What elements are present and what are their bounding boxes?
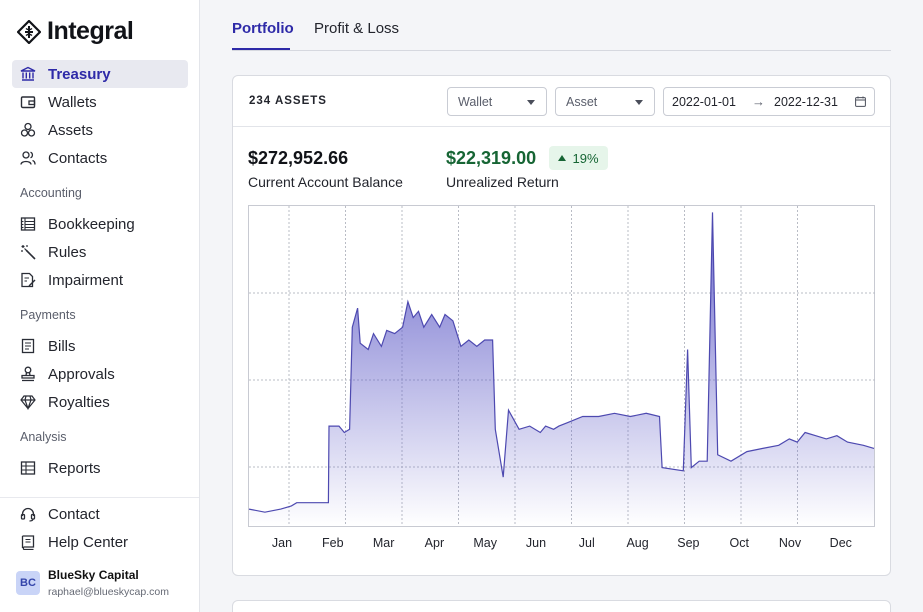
sidebar-item-label: Help Center xyxy=(48,533,129,551)
wallet-select-value: Wallet xyxy=(458,95,493,109)
sidebar-item-approvals[interactable]: Approvals xyxy=(12,360,188,388)
x-tick-label: Mar xyxy=(373,536,395,550)
x-tick-label: Aug xyxy=(626,536,648,550)
sidebar-item-label: Contacts xyxy=(48,149,108,167)
arrow-right-icon: → xyxy=(752,94,765,109)
x-tick-label: Jun xyxy=(526,536,546,550)
portfolio-card: 234 ASSETS Wallet Asset 2022-01-01 → 202… xyxy=(232,75,891,576)
portfolio-area-chart[interactable]: Jan Feb Mar Apr May Jun Jul Aug Sep Oct Nov Dec xyxy=(248,205,876,557)
sidebar-item-label: Assets xyxy=(48,121,94,139)
series-line xyxy=(248,212,875,513)
tab-profit-loss[interactable]: Profit & Loss xyxy=(314,20,400,37)
tab-portfolio[interactable]: Portfolio xyxy=(232,20,294,37)
return-label: Unrealized Return xyxy=(446,174,559,190)
sidebar-item-label: Bookkeeping xyxy=(48,215,135,233)
x-tick-label: Apr xyxy=(425,536,444,550)
sidebar: Integral Treasury Wallets Assets Contact… xyxy=(0,0,200,612)
x-tick-label: Dec xyxy=(830,536,852,550)
sidebar-item-label: Rules xyxy=(48,243,87,261)
x-tick-label: Feb xyxy=(322,536,344,550)
section-title-accounting: Accounting xyxy=(20,186,82,200)
sidebar-item-label: Bills xyxy=(48,337,76,355)
sidebar-item-contact[interactable]: Contact xyxy=(12,500,188,528)
sidebar-item-reports[interactable]: Reports xyxy=(12,454,188,482)
user-name: BlueSky Capital xyxy=(48,568,139,582)
assets-count: 234 ASSETS xyxy=(249,95,327,107)
return-change-badge: 19% xyxy=(549,146,608,170)
asset-select-value: Asset xyxy=(566,95,598,109)
date-from[interactable]: 2022-01-01 xyxy=(672,95,736,109)
sidebar-item-impairment[interactable]: Impairment xyxy=(12,266,188,294)
book-icon xyxy=(20,534,36,550)
wallet-select[interactable]: Wallet xyxy=(447,87,547,116)
wallet-icon xyxy=(20,94,36,110)
sidebar-item-label: Approvals xyxy=(48,365,115,383)
table-icon xyxy=(20,460,36,476)
x-tick-label: Sep xyxy=(677,536,699,550)
area-fill xyxy=(249,212,874,526)
section-title-payments: Payments xyxy=(20,308,76,322)
x-tick-label: Nov xyxy=(779,536,802,550)
bill-icon xyxy=(20,338,36,354)
return-change-value: 19% xyxy=(572,150,599,166)
sidebar-item-label: Reports xyxy=(48,459,101,477)
x-tick-label: May xyxy=(473,536,497,550)
sidebar-item-label: Contact xyxy=(48,505,100,523)
avatar: BC xyxy=(16,571,40,595)
coins-icon xyxy=(20,122,36,138)
document-edit-icon xyxy=(20,272,36,288)
user-email: raphael@blueskycap.com xyxy=(48,586,169,598)
sidebar-item-royalties[interactable]: Royalties xyxy=(12,388,188,416)
sidebar-item-label: Treasury xyxy=(48,65,111,83)
sidebar-item-treasury[interactable]: Treasury xyxy=(12,60,188,88)
integral-logo-icon xyxy=(17,19,41,44)
secondary-card xyxy=(232,600,891,612)
sidebar-item-contacts[interactable]: Contacts xyxy=(12,144,188,172)
sidebar-item-label: Wallets xyxy=(48,93,97,111)
chevron-down-icon xyxy=(635,100,643,105)
asset-select[interactable]: Asset xyxy=(555,87,655,116)
sidebar-item-label: Royalties xyxy=(48,393,110,411)
sidebar-divider xyxy=(0,497,199,498)
sidebar-item-assets[interactable]: Assets xyxy=(12,116,188,144)
app-logo[interactable]: Integral xyxy=(17,17,134,46)
sidebar-item-bills[interactable]: Bills xyxy=(12,332,188,360)
date-to[interactable]: 2022-12-31 xyxy=(774,95,838,109)
ledger-icon xyxy=(20,216,36,232)
balance-label: Current Account Balance xyxy=(248,174,403,190)
return-value: $22,319.00 xyxy=(446,148,537,168)
bank-icon xyxy=(20,66,36,82)
wand-icon xyxy=(20,244,36,260)
diamond-icon xyxy=(20,394,36,410)
section-title-analysis: Analysis xyxy=(20,430,67,444)
sidebar-item-help-center[interactable]: Help Center xyxy=(12,528,188,556)
chevron-down-icon xyxy=(527,100,535,105)
x-axis-ticks: Jan Feb Mar Apr May Jun Jul Aug Sep Oct Nov Dec xyxy=(272,536,852,550)
date-range-picker[interactable]: 2022-01-01 → 2022-12-31 xyxy=(663,87,875,116)
balance-value: $272,952.66 xyxy=(248,148,349,168)
card-header: 234 ASSETS Wallet Asset 2022-01-01 → 202… xyxy=(233,76,890,127)
x-tick-label: Jul xyxy=(579,536,595,550)
stamp-icon xyxy=(20,366,36,382)
sidebar-item-bookkeeping[interactable]: Bookkeeping xyxy=(12,210,188,238)
x-tick-label: Jan xyxy=(272,536,292,550)
triangle-up-icon xyxy=(558,155,567,161)
calendar-icon[interactable] xyxy=(855,96,866,107)
tab-bar: Portfolio Profit & Loss xyxy=(232,0,891,51)
sidebar-item-wallets[interactable]: Wallets xyxy=(12,88,188,116)
contacts-icon xyxy=(20,150,36,166)
active-tab-indicator xyxy=(232,48,290,50)
headset-icon xyxy=(20,506,36,522)
x-tick-label: Oct xyxy=(729,536,749,550)
sidebar-item-rules[interactable]: Rules xyxy=(12,238,188,266)
sidebar-item-label: Impairment xyxy=(48,271,124,289)
user-profile[interactable]: BC BlueSky Capital raphael@blueskycap.co… xyxy=(16,568,169,598)
app-name: Integral xyxy=(47,17,134,45)
